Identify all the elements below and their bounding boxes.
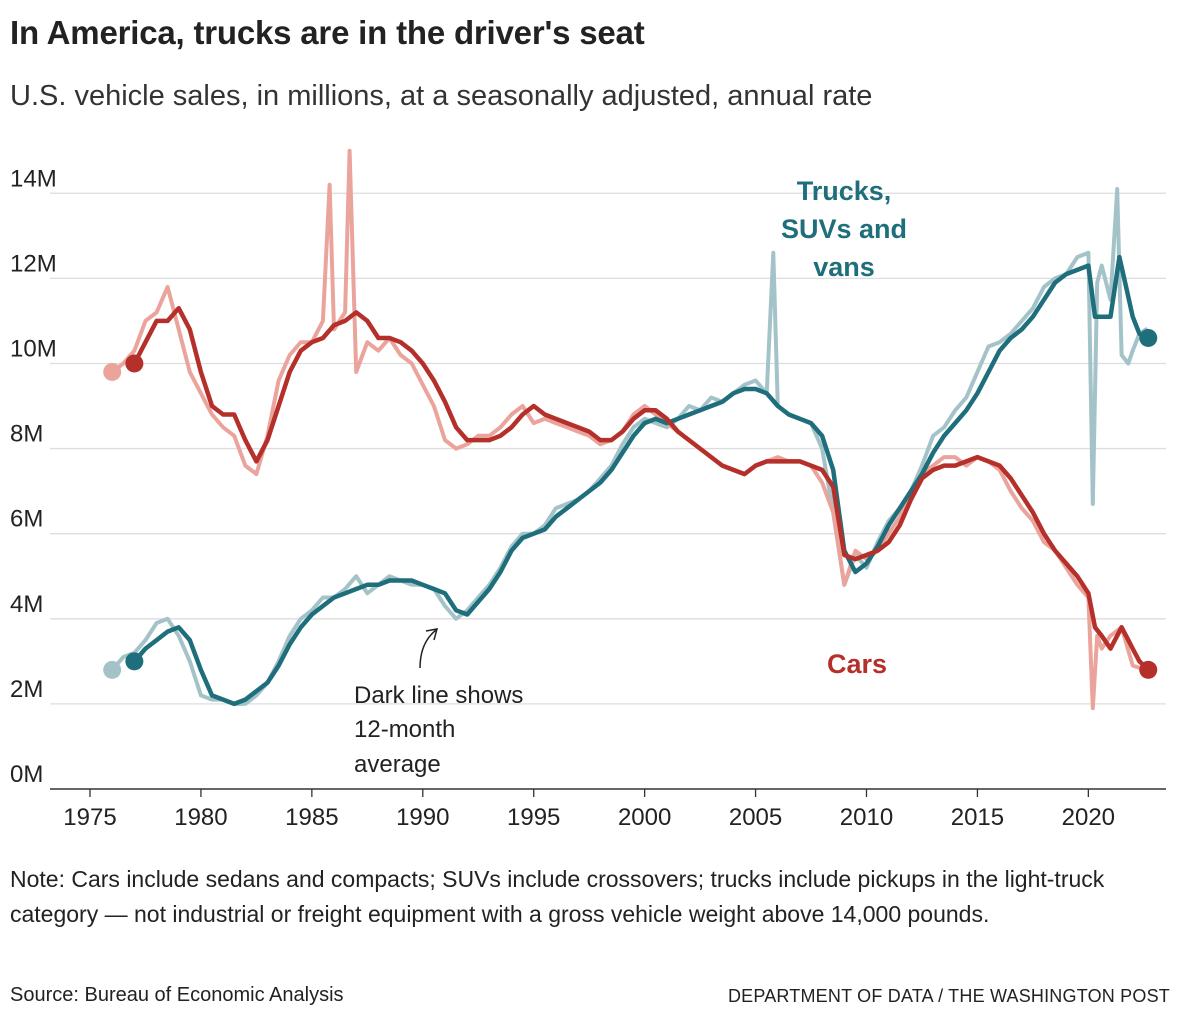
series-start-dot bbox=[103, 362, 122, 381]
chart-title: In America, trucks are in the driver's s… bbox=[10, 14, 645, 51]
annotation-line-2: 12-month bbox=[354, 716, 455, 743]
x-tick-label: 2020 bbox=[1062, 804, 1115, 831]
series-start-dot bbox=[125, 354, 144, 373]
chart-note: Note: Cars include sedans and compacts; … bbox=[10, 866, 1105, 927]
y-tick-label: 8M bbox=[10, 421, 43, 448]
y-axis-tick-labels: 0M 2M 4M 6M 8M 10M 12M 14M bbox=[10, 165, 57, 788]
series-line-cars bbox=[110, 148, 1148, 711]
x-tick-label: 2010 bbox=[840, 804, 893, 831]
x-tick-label: 2005 bbox=[729, 804, 782, 831]
series-lines bbox=[103, 148, 1158, 711]
series-labels: Trucks, SUVs and vans Cars bbox=[781, 176, 907, 679]
y-tick-label: 6M bbox=[10, 506, 43, 533]
chart-source: Source: Bureau of Economic Analysis bbox=[10, 984, 344, 1006]
chart-credit: DEPARTMENT OF DATA / THE WASHINGTON POST bbox=[727, 986, 1170, 1006]
series-start-dot bbox=[125, 652, 144, 671]
y-tick-label: 14M bbox=[10, 165, 57, 192]
label-trucks-line-1: Trucks, bbox=[797, 176, 892, 206]
x-tick-label: 2000 bbox=[618, 804, 671, 831]
average-annotation: Dark line shows 12-month average bbox=[354, 628, 523, 778]
series-start-dot bbox=[103, 660, 122, 679]
x-tick-label: 2015 bbox=[951, 804, 1004, 831]
y-tick-label: 0M bbox=[10, 761, 43, 788]
x-tick-label: 1975 bbox=[63, 804, 116, 831]
series-line-trucks-suvs-and-vans bbox=[110, 187, 1148, 706]
y-tick-label: 12M bbox=[10, 250, 57, 277]
x-tick-label: 1980 bbox=[174, 804, 227, 831]
line-chart: 0M 2M 4M 6M 8M 10M 12M 14M 1975 1980 1985 1990 1995… bbox=[10, 148, 1166, 831]
annotation-line-3: average bbox=[354, 751, 441, 778]
y-tick-label: 2M bbox=[10, 676, 43, 703]
series-end-dot bbox=[1139, 660, 1158, 679]
series-end-dot bbox=[1139, 328, 1158, 347]
annotation-arrow bbox=[419, 629, 437, 669]
grid-lines bbox=[50, 192, 1166, 790]
label-trucks-line-2: SUVs and bbox=[781, 214, 907, 244]
x-tick-label: 1990 bbox=[396, 804, 449, 831]
label-trucks-line-3: vans bbox=[813, 252, 875, 282]
x-tick-label: 1995 bbox=[507, 804, 560, 831]
y-tick-label: 4M bbox=[10, 591, 43, 618]
chart-subtitle: U.S. vehicle sales, in millions, at a se… bbox=[10, 80, 873, 112]
label-cars: Cars bbox=[827, 649, 887, 679]
y-tick-label: 10M bbox=[10, 335, 57, 362]
x-axis-tick-labels: 1975 1980 1985 1990 1995 2000 2005 2010 2015 2020 bbox=[63, 789, 1115, 831]
annotation-arrowhead bbox=[425, 628, 439, 641]
series-line-cars-12-month-average bbox=[132, 305, 1151, 673]
x-tick-label: 1985 bbox=[285, 804, 338, 831]
annotation-line-1: Dark line shows bbox=[354, 682, 523, 709]
series-line-trucks-suvs-and-vans-12-month-average bbox=[132, 254, 1151, 707]
